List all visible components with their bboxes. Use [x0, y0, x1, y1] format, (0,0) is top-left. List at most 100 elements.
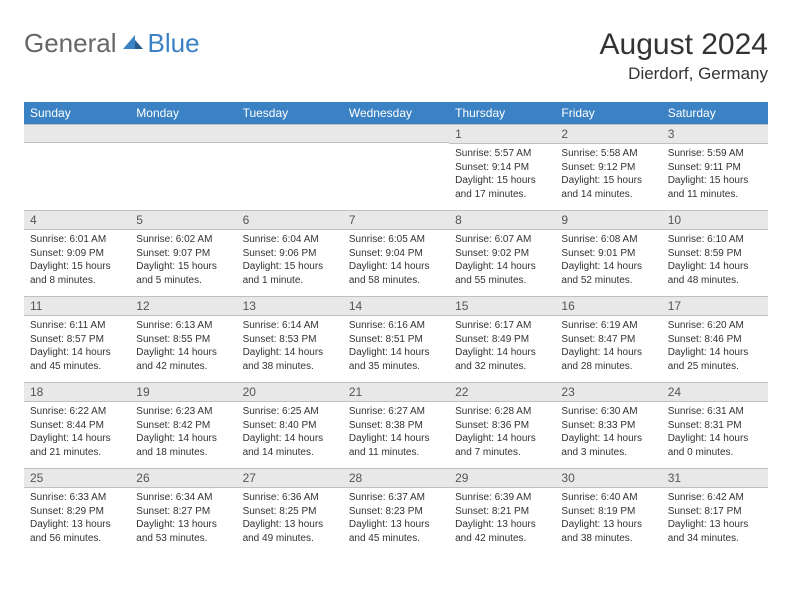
day-body: Sunrise: 6:27 AMSunset: 8:38 PMDaylight:…: [343, 404, 449, 463]
day-body: Sunrise: 6:31 AMSunset: 8:31 PMDaylight:…: [662, 404, 768, 463]
day-body: Sunrise: 5:59 AMSunset: 9:11 PMDaylight:…: [662, 146, 768, 205]
day-body: Sunrise: 6:30 AMSunset: 8:33 PMDaylight:…: [555, 404, 661, 463]
calendar-cell: 29Sunrise: 6:39 AMSunset: 8:21 PMDayligh…: [449, 468, 555, 554]
day-number: 21: [343, 382, 449, 402]
day-number: 10: [662, 210, 768, 230]
day-number: 18: [24, 382, 130, 402]
calendar-cell: 3Sunrise: 5:59 AMSunset: 9:11 PMDaylight…: [662, 124, 768, 210]
calendar-body: 1Sunrise: 5:57 AMSunset: 9:14 PMDaylight…: [24, 124, 768, 554]
day-body: Sunrise: 6:17 AMSunset: 8:49 PMDaylight:…: [449, 318, 555, 377]
day-number: 31: [662, 468, 768, 488]
day-number: 1: [449, 124, 555, 144]
calendar-cell: 12Sunrise: 6:13 AMSunset: 8:55 PMDayligh…: [130, 296, 236, 382]
day-body: Sunrise: 5:57 AMSunset: 9:14 PMDaylight:…: [449, 146, 555, 205]
header: General Blue August 2024 Dierdorf, Germa…: [24, 28, 768, 84]
day-number: 30: [555, 468, 661, 488]
day-body: Sunrise: 6:33 AMSunset: 8:29 PMDaylight:…: [24, 490, 130, 549]
day-number: 22: [449, 382, 555, 402]
day-number: 8: [449, 210, 555, 230]
calendar-cell: 30Sunrise: 6:40 AMSunset: 8:19 PMDayligh…: [555, 468, 661, 554]
calendar-cell: 11Sunrise: 6:11 AMSunset: 8:57 PMDayligh…: [24, 296, 130, 382]
day-number: 5: [130, 210, 236, 230]
day-body: Sunrise: 6:14 AMSunset: 8:53 PMDaylight:…: [237, 318, 343, 377]
calendar-cell: 21Sunrise: 6:27 AMSunset: 8:38 PMDayligh…: [343, 382, 449, 468]
calendar-row: 4Sunrise: 6:01 AMSunset: 9:09 PMDaylight…: [24, 210, 768, 296]
logo-text-blue: Blue: [148, 28, 200, 59]
day-body: Sunrise: 6:01 AMSunset: 9:09 PMDaylight:…: [24, 232, 130, 291]
day-body: Sunrise: 6:39 AMSunset: 8:21 PMDaylight:…: [449, 490, 555, 549]
weekday-header: Wednesday: [343, 102, 449, 124]
calendar-cell: [343, 124, 449, 210]
day-body: Sunrise: 6:19 AMSunset: 8:47 PMDaylight:…: [555, 318, 661, 377]
day-number: 27: [237, 468, 343, 488]
logo-text-general: General: [24, 28, 117, 59]
day-number: 14: [343, 296, 449, 316]
calendar-cell: 1Sunrise: 5:57 AMSunset: 9:14 PMDaylight…: [449, 124, 555, 210]
day-number: 28: [343, 468, 449, 488]
day-number: 9: [555, 210, 661, 230]
day-number: 16: [555, 296, 661, 316]
month-title: August 2024: [600, 28, 768, 62]
calendar-cell: 15Sunrise: 6:17 AMSunset: 8:49 PMDayligh…: [449, 296, 555, 382]
calendar-cell: [237, 124, 343, 210]
calendar-row: 11Sunrise: 6:11 AMSunset: 8:57 PMDayligh…: [24, 296, 768, 382]
calendar-cell: 20Sunrise: 6:25 AMSunset: 8:40 PMDayligh…: [237, 382, 343, 468]
day-number: 12: [130, 296, 236, 316]
day-body: Sunrise: 6:34 AMSunset: 8:27 PMDaylight:…: [130, 490, 236, 549]
calendar-cell: 6Sunrise: 6:04 AMSunset: 9:06 PMDaylight…: [237, 210, 343, 296]
calendar-cell: 4Sunrise: 6:01 AMSunset: 9:09 PMDaylight…: [24, 210, 130, 296]
day-number: 29: [449, 468, 555, 488]
calendar-cell: 9Sunrise: 6:08 AMSunset: 9:01 PMDaylight…: [555, 210, 661, 296]
day-number: 2: [555, 124, 661, 144]
day-body: Sunrise: 6:10 AMSunset: 8:59 PMDaylight:…: [662, 232, 768, 291]
calendar-cell: 14Sunrise: 6:16 AMSunset: 8:51 PMDayligh…: [343, 296, 449, 382]
calendar-cell: 7Sunrise: 6:05 AMSunset: 9:04 PMDaylight…: [343, 210, 449, 296]
calendar-row: 1Sunrise: 5:57 AMSunset: 9:14 PMDaylight…: [24, 124, 768, 210]
calendar-cell: 25Sunrise: 6:33 AMSunset: 8:29 PMDayligh…: [24, 468, 130, 554]
weekday-header: Sunday: [24, 102, 130, 124]
calendar-row: 25Sunrise: 6:33 AMSunset: 8:29 PMDayligh…: [24, 468, 768, 554]
calendar-cell: [24, 124, 130, 210]
day-body: Sunrise: 6:05 AMSunset: 9:04 PMDaylight:…: [343, 232, 449, 291]
day-number: 4: [24, 210, 130, 230]
day-number: 26: [130, 468, 236, 488]
weekday-header: Saturday: [662, 102, 768, 124]
calendar-cell: 18Sunrise: 6:22 AMSunset: 8:44 PMDayligh…: [24, 382, 130, 468]
day-body: Sunrise: 6:16 AMSunset: 8:51 PMDaylight:…: [343, 318, 449, 377]
empty-daynum: [130, 124, 236, 143]
day-body: Sunrise: 5:58 AMSunset: 9:12 PMDaylight:…: [555, 146, 661, 205]
calendar-cell: 8Sunrise: 6:07 AMSunset: 9:02 PMDaylight…: [449, 210, 555, 296]
day-body: Sunrise: 6:07 AMSunset: 9:02 PMDaylight:…: [449, 232, 555, 291]
calendar-cell: 24Sunrise: 6:31 AMSunset: 8:31 PMDayligh…: [662, 382, 768, 468]
empty-daynum: [237, 124, 343, 143]
day-body: Sunrise: 6:42 AMSunset: 8:17 PMDaylight:…: [662, 490, 768, 549]
day-body: Sunrise: 6:11 AMSunset: 8:57 PMDaylight:…: [24, 318, 130, 377]
day-body: Sunrise: 6:37 AMSunset: 8:23 PMDaylight:…: [343, 490, 449, 549]
calendar-cell: [130, 124, 236, 210]
calendar-cell: 22Sunrise: 6:28 AMSunset: 8:36 PMDayligh…: [449, 382, 555, 468]
day-number: 3: [662, 124, 768, 144]
calendar-cell: 10Sunrise: 6:10 AMSunset: 8:59 PMDayligh…: [662, 210, 768, 296]
calendar-cell: 19Sunrise: 6:23 AMSunset: 8:42 PMDayligh…: [130, 382, 236, 468]
weekday-header-row: SundayMondayTuesdayWednesdayThursdayFrid…: [24, 102, 768, 124]
day-body: Sunrise: 6:08 AMSunset: 9:01 PMDaylight:…: [555, 232, 661, 291]
calendar-table: SundayMondayTuesdayWednesdayThursdayFrid…: [24, 102, 768, 554]
day-body: Sunrise: 6:36 AMSunset: 8:25 PMDaylight:…: [237, 490, 343, 549]
day-number: 23: [555, 382, 661, 402]
day-body: Sunrise: 6:02 AMSunset: 9:07 PMDaylight:…: [130, 232, 236, 291]
weekday-header: Monday: [130, 102, 236, 124]
day-number: 25: [24, 468, 130, 488]
day-body: Sunrise: 6:40 AMSunset: 8:19 PMDaylight:…: [555, 490, 661, 549]
day-body: Sunrise: 6:04 AMSunset: 9:06 PMDaylight:…: [237, 232, 343, 291]
calendar-cell: 31Sunrise: 6:42 AMSunset: 8:17 PMDayligh…: [662, 468, 768, 554]
weekday-header: Friday: [555, 102, 661, 124]
calendar-row: 18Sunrise: 6:22 AMSunset: 8:44 PMDayligh…: [24, 382, 768, 468]
calendar-cell: 23Sunrise: 6:30 AMSunset: 8:33 PMDayligh…: [555, 382, 661, 468]
triangle-icon: [122, 31, 144, 56]
calendar-cell: 16Sunrise: 6:19 AMSunset: 8:47 PMDayligh…: [555, 296, 661, 382]
day-body: Sunrise: 6:25 AMSunset: 8:40 PMDaylight:…: [237, 404, 343, 463]
weekday-header: Thursday: [449, 102, 555, 124]
day-number: 20: [237, 382, 343, 402]
calendar-cell: 26Sunrise: 6:34 AMSunset: 8:27 PMDayligh…: [130, 468, 236, 554]
day-number: 19: [130, 382, 236, 402]
